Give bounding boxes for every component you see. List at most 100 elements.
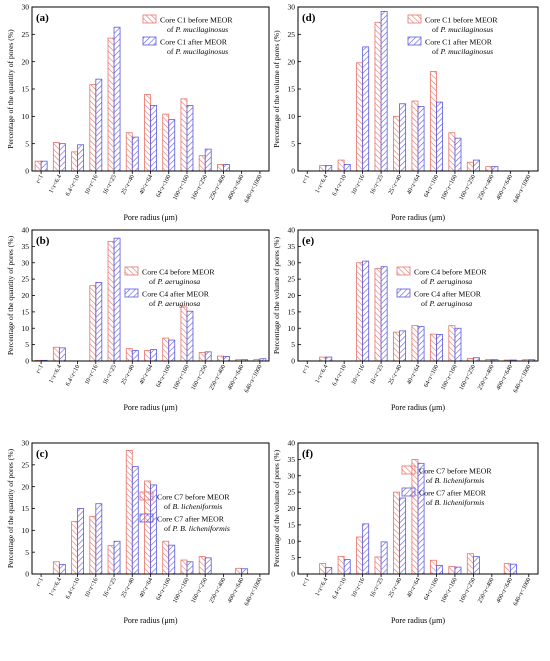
y-tick-label: 35 xyxy=(288,455,296,464)
bar-before xyxy=(337,159,345,172)
legend-label-species: of P. aeruginosa xyxy=(149,277,200,286)
bar-before xyxy=(411,458,419,575)
x-tick-label: 160<r<250 xyxy=(458,174,477,202)
bar-before xyxy=(235,567,243,575)
x-tick-label: 40<r<64 xyxy=(406,364,422,386)
legend-swatch-before xyxy=(401,465,416,475)
legend-label-species: of B. licheniformis xyxy=(426,498,484,507)
bar-after xyxy=(343,164,351,172)
bar-before xyxy=(52,346,60,362)
bar-after xyxy=(380,266,388,362)
y-tick-label: 10 xyxy=(22,324,30,333)
x-tick-label: r<1 xyxy=(301,577,311,588)
bar-before xyxy=(217,164,224,172)
x-tick-label: 16<r<25 xyxy=(102,364,118,386)
x-tick-label: 6.4<r<10 xyxy=(331,577,348,601)
bar-after xyxy=(454,566,462,575)
bar-before xyxy=(71,151,78,172)
y-tick-label: 10 xyxy=(288,112,296,121)
bar-before xyxy=(319,356,327,362)
x-tick-label: r<1 xyxy=(35,577,45,588)
bar-after xyxy=(168,119,176,172)
x-tick-label: 16<r<25 xyxy=(369,364,385,386)
y-tick-label: 30 xyxy=(288,3,296,12)
bar-before xyxy=(466,161,474,172)
x-tick-label: 400<r<640 xyxy=(495,577,514,605)
y-tick-label: 15 xyxy=(288,85,296,94)
bar-after xyxy=(131,136,139,172)
legend-label-species: of P. mucilaginosus xyxy=(167,47,228,56)
x-tick-label: 64<r<100 xyxy=(423,577,441,602)
x-tick-label: 160<r<250 xyxy=(190,577,209,605)
bar-before xyxy=(107,37,115,172)
bar-after xyxy=(113,26,121,172)
x-tick-label: 64<r<100 xyxy=(155,364,173,389)
y-tick-label: 20 xyxy=(22,482,30,491)
bar-after xyxy=(325,165,333,172)
x-tick-label: 6.4<r<10 xyxy=(64,577,81,601)
bar-before xyxy=(217,355,224,362)
legend-swatch-after xyxy=(139,513,154,523)
chart-panel-b: 0 5 10 15 20 25 30 35 40 r<1 1<r<6.4 6.4<r<10 10<r<1… xyxy=(6,226,270,412)
x-axis-label: Pore radius (μm) xyxy=(391,213,445,222)
legend-label: Core C1 before MEOR xyxy=(425,16,498,25)
x-tick-label: 160<r<250 xyxy=(458,577,477,605)
legend-label-species: of P. aeruginosa xyxy=(149,299,200,308)
bar-after xyxy=(454,327,462,362)
bar-before xyxy=(198,155,206,172)
bar-before xyxy=(466,553,474,575)
y-axis-label: Percentage of the quantity of pores (%) xyxy=(6,29,15,149)
y-tick-label: 5 xyxy=(25,548,29,557)
legend-label-species: of P. mucilaginosus xyxy=(167,25,228,34)
bar-before xyxy=(393,331,400,362)
chart-panel-f: 0 5 10 15 20 25 30 35 40 r<1 1<r<6.4 6.4<r<10 10<r<1… xyxy=(272,439,539,625)
legend-label: Core C4 before MEOR xyxy=(414,268,487,277)
y-tick-label: 25 xyxy=(288,275,296,284)
x-tick-label: 25<r<40 xyxy=(120,577,136,599)
bar-before xyxy=(125,132,133,172)
legend-label: Core C1 after MEOR xyxy=(160,38,228,47)
x-tick-label: 1<r<6.4 xyxy=(48,577,64,598)
bar-before xyxy=(89,285,97,362)
legend-swatch-before xyxy=(139,491,154,501)
y-tick-label: 10 xyxy=(22,526,30,535)
x-tick-label: 250<r<400 xyxy=(476,577,495,605)
x-axis-label: Pore radius (μm) xyxy=(123,403,177,412)
x-tick-label: 400<r<640 xyxy=(226,364,245,392)
y-tick-label: 15 xyxy=(22,504,30,513)
x-tick-label: 1<r<6.4 xyxy=(48,364,64,385)
bar-before xyxy=(356,62,364,172)
y-tick-label: 10 xyxy=(22,112,30,121)
bar-before xyxy=(319,563,327,575)
y-tick-label: 20 xyxy=(22,291,30,300)
x-tick-label: 64<r<100 xyxy=(423,174,441,199)
x-tick-label: 10<r<16 xyxy=(350,174,366,196)
y-tick-label: 30 xyxy=(22,439,30,448)
bar-after xyxy=(95,503,103,575)
legend-label: Core C4 after MEOR xyxy=(414,290,482,299)
y-tick-label: 20 xyxy=(288,57,296,66)
bar-after xyxy=(58,563,66,575)
chart-panel-e: 0 5 10 15 20 25 30 35 40 r<1 1<r<6.4 6.4<r<10 10<r<1… xyxy=(272,226,539,412)
bar-before xyxy=(429,333,437,362)
bar-before xyxy=(180,306,188,362)
x-tick-label: 25<r<40 xyxy=(387,577,403,599)
panel-label: (a) xyxy=(36,12,49,24)
x-tick-label: 100<r<160 xyxy=(172,364,191,392)
bar-before xyxy=(162,113,170,172)
bar-after xyxy=(509,563,517,575)
bar-after xyxy=(77,144,85,172)
x-tick-label: 640<r<1000 xyxy=(512,577,533,607)
x-tick-label: 16<r<25 xyxy=(369,577,385,599)
x-tick-label: 6.4<r<10 xyxy=(64,364,81,388)
panel-label: (c) xyxy=(36,448,49,460)
x-tick-label: 640<r<1000 xyxy=(243,577,264,607)
y-tick-label: 5 xyxy=(291,139,295,148)
y-tick-label: 5 xyxy=(291,553,295,562)
bar-after xyxy=(362,260,370,362)
bar-after xyxy=(436,334,443,362)
x-tick-label: 6.4<r<10 xyxy=(331,364,348,388)
bar-after xyxy=(399,330,407,362)
bar-before xyxy=(125,348,133,362)
